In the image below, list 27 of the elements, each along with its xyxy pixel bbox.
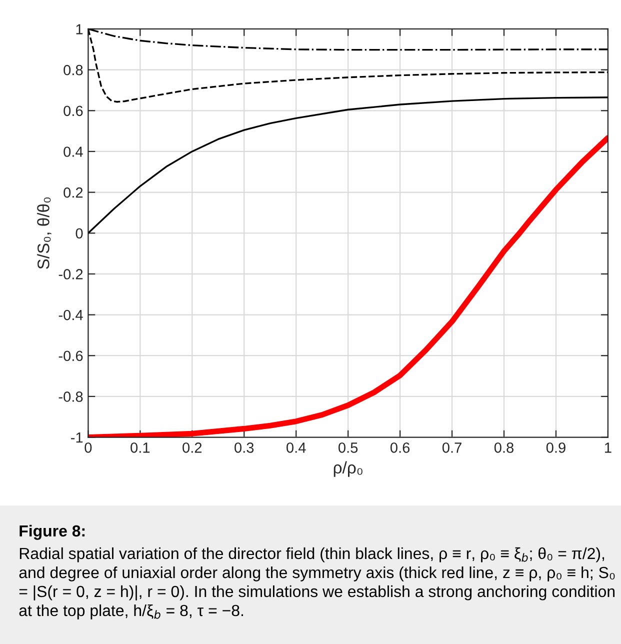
y-tick-label: -0.2	[58, 269, 83, 280]
y-tick-label: -0.6	[58, 350, 83, 362]
y-tick-label: 0	[76, 228, 83, 239]
x-tick-label: 0.5	[338, 442, 358, 453]
x-tick-label: 0.6	[390, 442, 410, 453]
y-tick-label: 0.2	[64, 187, 83, 198]
x-tick-label: 0.1	[130, 442, 150, 453]
x-tick-label: 0.4	[286, 442, 306, 453]
x-tick-label: 0.7	[442, 442, 462, 453]
x-tick-label: 1	[605, 442, 612, 453]
y-tick-label: 0.8	[64, 64, 83, 76]
x-axis-title: ρ/ρ₀	[334, 461, 362, 477]
caption: Figure 8:	[20, 524, 85, 540]
line-series	[88, 96, 608, 234]
y-tick-label: -0.8	[58, 392, 83, 402]
y-tick-label: 1	[76, 24, 83, 34]
y-tick-label: 0.6	[64, 106, 83, 116]
x-tick-label: 0.8	[494, 442, 514, 453]
y-tick-label: 0.4	[64, 146, 83, 157]
y-axis-title: S/S₀, θ/θ₀	[37, 197, 52, 269]
y-tick-label: -0.4	[58, 310, 83, 320]
y-tick-label: -1	[71, 432, 83, 443]
x-tick-label: 0.2	[182, 442, 202, 453]
text: Radial spatial variation of the director field (thin black lines, ρ ≡ r, ρ₀ ≡ ξ$_{b}$; θ₀ = π/2), and degree of uniaxial order along the symmetry axis (thick red line, z ≡ ρ, ρ₀ ≡ h; S₀ = |S(r = 0, z = h)|, r = 0). In the simulations we establish a strong anchoring condition at the top plate, h/ξ$_{b}$ = 8, τ = −8.	[19, 547, 615, 620]
x-tick-label: 0.3	[234, 442, 254, 453]
x-tick-label: 0	[84, 442, 92, 453]
x-tick-label: 0.9	[546, 442, 566, 453]
